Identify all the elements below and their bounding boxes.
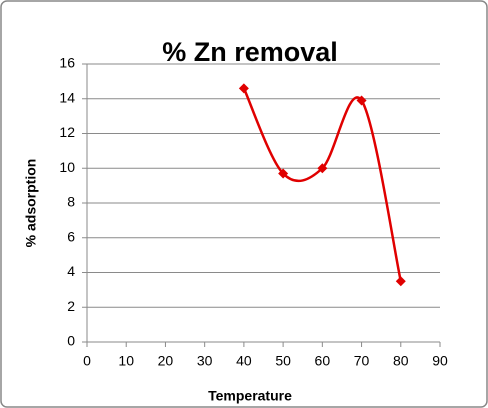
y-tick-label: 0 [67,333,75,349]
data-point [317,163,328,174]
x-tick-label: 70 [354,353,370,369]
data-point [395,276,406,287]
x-tick-label: 60 [315,353,331,369]
data-point [278,168,289,179]
y-tick-label: 4 [67,263,75,279]
y-tick-label: 14 [59,89,75,105]
x-tick-label: 30 [197,353,213,369]
y-tick-label: 8 [67,194,75,210]
x-axis-label: Temperature [208,388,292,404]
y-tick-label: 6 [67,228,75,244]
chart-title: % Zn removal [162,37,338,67]
x-tick-label: 20 [158,353,174,369]
y-tick-label: 10 [59,159,75,175]
y-tick-label: 16 [59,55,75,71]
x-tick-label: 50 [275,353,291,369]
x-tick-label: 0 [83,353,91,369]
data-point [356,95,367,106]
data-point [238,83,249,94]
y-tick-label: 12 [59,124,75,140]
data-line [242,87,402,282]
y-axis-label: % adsorption [23,159,39,248]
x-tick-label: 80 [393,353,409,369]
x-tick-label: 10 [118,353,134,369]
x-tick-label: 90 [432,353,448,369]
x-tick-label: 40 [236,353,252,369]
y-tick-label: 2 [67,298,75,314]
